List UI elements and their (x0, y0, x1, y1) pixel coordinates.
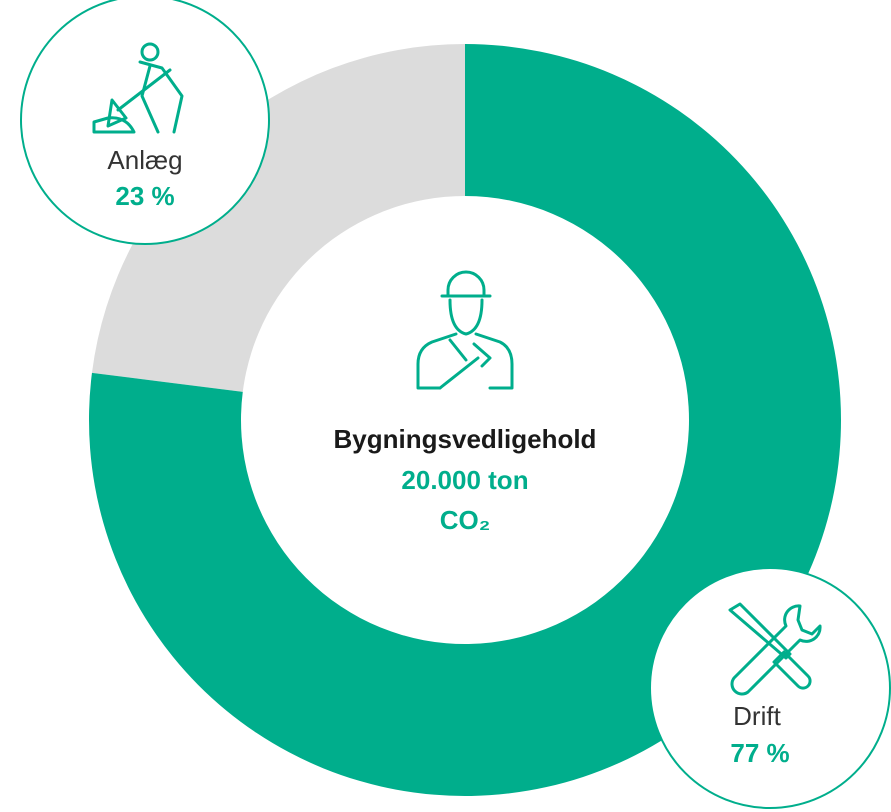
center-value: 20.000 ton (401, 465, 528, 495)
callout-circle (20, 0, 270, 245)
value-label: 23 % (115, 181, 174, 211)
digger-icon (92, 42, 184, 134)
donut-segment (89, 44, 842, 796)
center-title: Bygningsvedligehold (334, 424, 597, 454)
donut-segment (91, 44, 465, 392)
category-label: Drift (733, 701, 781, 731)
center-unit: CO₂ (440, 505, 491, 535)
value-label: 77 % (730, 738, 789, 768)
donut (89, 44, 842, 796)
tools-icon (728, 602, 822, 696)
category-label: Anlæg (107, 145, 182, 175)
callout-circle (649, 567, 891, 809)
worker-icon (416, 270, 514, 390)
